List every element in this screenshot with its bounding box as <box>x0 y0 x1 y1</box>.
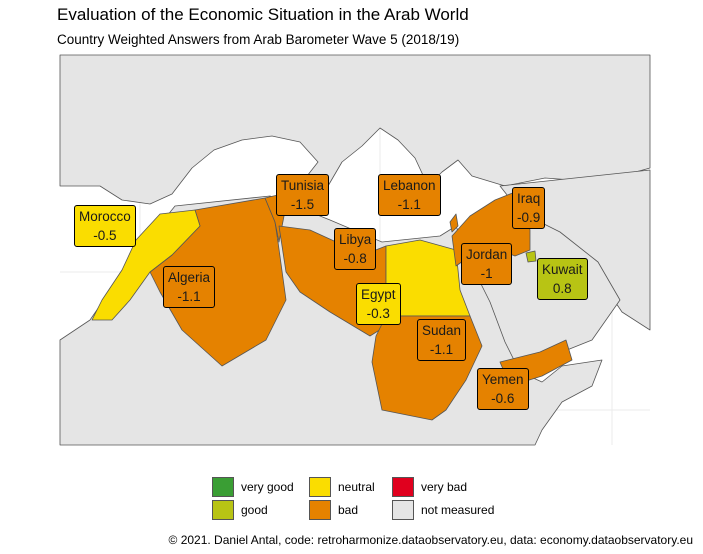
country-value: -1.1 <box>397 197 421 212</box>
country-name: Sudan <box>422 323 462 338</box>
legend-bad: bad <box>309 499 358 520</box>
label-libya: Libya -0.8 <box>334 228 377 270</box>
legend-swatch <box>212 499 234 520</box>
country-value: 0.8 <box>552 281 572 296</box>
country-value: -0.3 <box>366 306 390 321</box>
legend-swatch <box>309 476 331 497</box>
legend-label: good <box>241 502 268 517</box>
legend-label: neutral <box>338 479 375 494</box>
label-yemen: Yemen -0.6 <box>477 368 529 410</box>
legend-label: very good <box>241 479 294 494</box>
legend-swatch <box>392 499 414 520</box>
country-name: Tunisia <box>281 178 325 193</box>
label-algeria: Algeria -1.1 <box>163 266 216 308</box>
label-morocco: Morocco -0.5 <box>74 205 136 247</box>
country-morocco <box>91 209 201 321</box>
country-value: -0.6 <box>491 391 515 406</box>
country-value: -1.1 <box>429 342 454 357</box>
legend-not-measured: not measured <box>392 499 494 520</box>
country-value: -1.1 <box>177 289 201 304</box>
country-kuwait <box>525 250 537 263</box>
country-name: Libya <box>339 232 372 247</box>
label-kuwait: Kuwait 0.8 <box>537 258 588 300</box>
country-name: Morocco <box>79 209 131 224</box>
country-value: -0.5 <box>93 228 117 243</box>
label-lebanon: Lebanon -1.1 <box>378 174 441 216</box>
country-value: -0.8 <box>343 251 367 266</box>
legend-swatch <box>212 476 234 497</box>
country-name: Kuwait <box>542 262 583 277</box>
legend-label: bad <box>338 502 359 517</box>
legend-swatch <box>392 476 414 497</box>
country-value: -1.5 <box>290 197 315 212</box>
label-iraq: Iraq -0.9 <box>512 187 546 229</box>
map-subtitle: Country Weighted Answers from Arab Barom… <box>57 32 460 47</box>
legend-swatch <box>309 499 331 520</box>
country-value: -1 <box>480 266 493 281</box>
legend-label: very bad <box>421 479 468 494</box>
legend-neutral: neutral <box>309 476 375 497</box>
country-name: Yemen <box>482 372 524 387</box>
country-name: Lebanon <box>383 178 436 193</box>
map-title: Evaluation of the Economic Situation in … <box>57 5 469 24</box>
legend-label: not measured <box>421 502 495 517</box>
legend: very good good neutral bad very bad not … <box>212 476 512 522</box>
country-value: -0.9 <box>517 210 541 225</box>
country-lebanon <box>449 213 459 233</box>
label-tunisia: Tunisia -1.5 <box>276 174 330 216</box>
legend-good: good <box>212 499 268 520</box>
country-name: Algeria <box>168 270 211 285</box>
country-name: Egypt <box>361 287 396 302</box>
country-name: Jordan <box>466 247 508 262</box>
label-sudan: Sudan -1.1 <box>417 319 467 361</box>
legend-very-good: very good <box>212 476 294 497</box>
caption: © 2021. Daniel Antal, code: retroharmoni… <box>168 533 693 547</box>
label-egypt: Egypt -0.3 <box>356 283 401 325</box>
legend-very-bad: very bad <box>392 476 467 497</box>
label-jordan: Jordan -1 <box>461 243 513 285</box>
country-name: Iraq <box>517 191 541 206</box>
